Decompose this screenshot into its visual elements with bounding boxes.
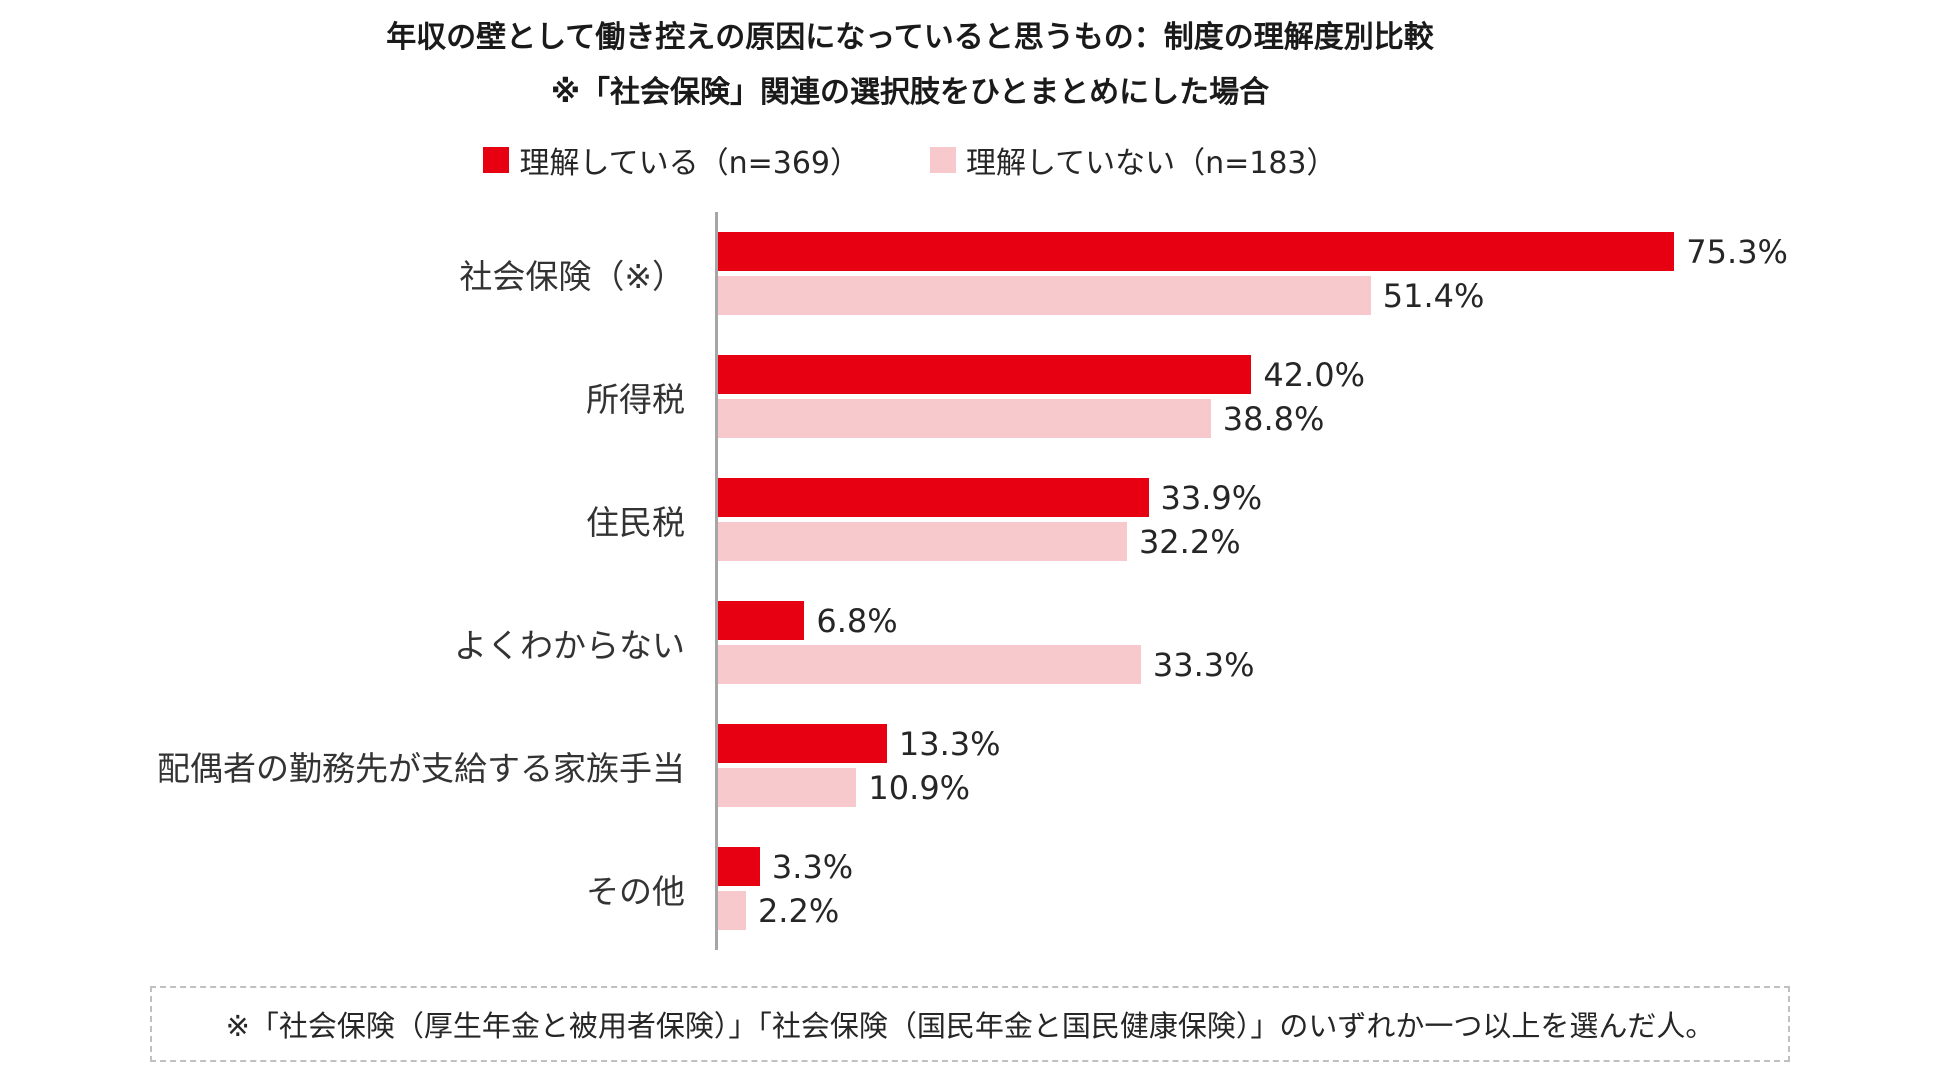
- legend: 理解している（n=369） 理解していない（n=183）: [0, 138, 1820, 182]
- chart-row: よくわからない 6.8% 33.3%: [0, 581, 1820, 704]
- chart-title: 年収の壁として働き控えの原因になっていると思うもの：制度の理解度別比較: [386, 20, 1434, 55]
- legend-item-understand: 理解している（n=369）: [483, 138, 860, 182]
- legend-label-not-understand: 理解していない（n=183）: [966, 146, 1337, 181]
- category-label: 社会保険（※）: [459, 256, 685, 296]
- category-label: よくわからない: [454, 625, 685, 665]
- chart-subtitle: ※「社会保険」関連の選択肢をひとまとめにした場合: [550, 75, 1270, 110]
- bar-value-understand: 3.3%: [771, 847, 854, 886]
- bar-not-understand: [718, 891, 746, 930]
- category-label: 配偶者の勤務先が支給する家族手当: [157, 748, 685, 788]
- chart-row: 住民税 33.9% 32.2%: [0, 458, 1820, 581]
- bar-understand: [718, 478, 1149, 517]
- bar-line-not-understand: 10.9%: [718, 768, 1820, 807]
- legend-swatch-understand: [483, 147, 510, 173]
- bar-understand: [718, 601, 805, 640]
- bar-line-not-understand: 51.4%: [718, 276, 1820, 315]
- bar-understand: [718, 232, 1675, 271]
- bar-value-not-understand: 38.8%: [1222, 399, 1325, 438]
- bar-group: 3.3% 2.2%: [715, 827, 1820, 950]
- bar-value-not-understand: 51.4%: [1382, 276, 1485, 315]
- bar-understand: [718, 355, 1252, 394]
- bar-not-understand: [718, 522, 1127, 561]
- bar-understand: [718, 724, 887, 763]
- chart-rows: 社会保険（※） 75.3% 51.4% 所得税 42.0% 38.8%: [0, 212, 1820, 950]
- chart-row: 社会保険（※） 75.3% 51.4%: [0, 212, 1820, 335]
- chart-content: 年収の壁として働き控えの原因になっていると思うもの：制度の理解度別比較 ※「社会…: [0, 20, 1820, 1062]
- bar-group: 42.0% 38.8%: [715, 335, 1820, 458]
- bar-group: 13.3% 10.9%: [715, 704, 1820, 827]
- legend-swatch-not-understand: [930, 147, 956, 173]
- bar-group: 75.3% 51.4%: [715, 212, 1820, 335]
- bar-line-understand: 6.8%: [718, 601, 1820, 640]
- bar-line-not-understand: 33.3%: [718, 645, 1820, 684]
- bar-line-understand: 13.3%: [718, 724, 1820, 763]
- legend-label-understand: 理解している（n=369）: [519, 146, 860, 181]
- bar-value-understand: 33.9%: [1160, 478, 1263, 517]
- bar-not-understand: [718, 399, 1211, 438]
- chart-row: 配偶者の勤務先が支給する家族手当 13.3% 10.9%: [0, 704, 1820, 827]
- bar-value-understand: 6.8%: [816, 601, 898, 640]
- bar-not-understand: [718, 276, 1371, 315]
- bar-value-understand: 75.3%: [1686, 232, 1788, 271]
- bar-value-not-understand: 2.2%: [757, 891, 840, 930]
- bar-line-not-understand: 38.8%: [718, 399, 1820, 438]
- footnote-text: ※「社会保険（厚生年金と被用者保険）」「社会保険（国民年金と国民健康保険）」のい…: [225, 1009, 1715, 1043]
- category-label: 所得税: [586, 379, 685, 419]
- bar-line-not-understand: 2.2%: [718, 891, 1820, 930]
- bar-value-understand: 42.0%: [1263, 355, 1366, 394]
- bar-value-not-understand: 33.3%: [1152, 645, 1255, 684]
- bar-not-understand: [718, 645, 1141, 684]
- bar-line-not-understand: 32.2%: [718, 522, 1820, 561]
- chart-row: その他 3.3% 2.2%: [0, 827, 1820, 950]
- category-label: その他: [586, 871, 685, 911]
- bar-value-understand: 13.3%: [898, 724, 1001, 763]
- bar-group: 6.8% 33.3%: [715, 581, 1820, 704]
- legend-item-not-understand: 理解していない（n=183）: [930, 138, 1337, 182]
- footnote-box: ※「社会保険（厚生年金と被用者保険）」「社会保険（国民年金と国民健康保険）」のい…: [150, 986, 1790, 1062]
- bar-group: 33.9% 32.2%: [715, 458, 1820, 581]
- bar-value-not-understand: 32.2%: [1138, 522, 1241, 561]
- bar-understand: [718, 847, 760, 886]
- bar-line-understand: 42.0%: [718, 355, 1820, 394]
- bar-value-not-understand: 10.9%: [868, 768, 971, 807]
- category-label: 住民税: [586, 502, 685, 542]
- bar-line-understand: 3.3%: [718, 847, 1820, 886]
- bar-line-understand: 75.3%: [718, 232, 1820, 271]
- bar-line-understand: 33.9%: [718, 478, 1820, 517]
- chart-row: 所得税 42.0% 38.8%: [0, 335, 1820, 458]
- bar-not-understand: [718, 768, 857, 807]
